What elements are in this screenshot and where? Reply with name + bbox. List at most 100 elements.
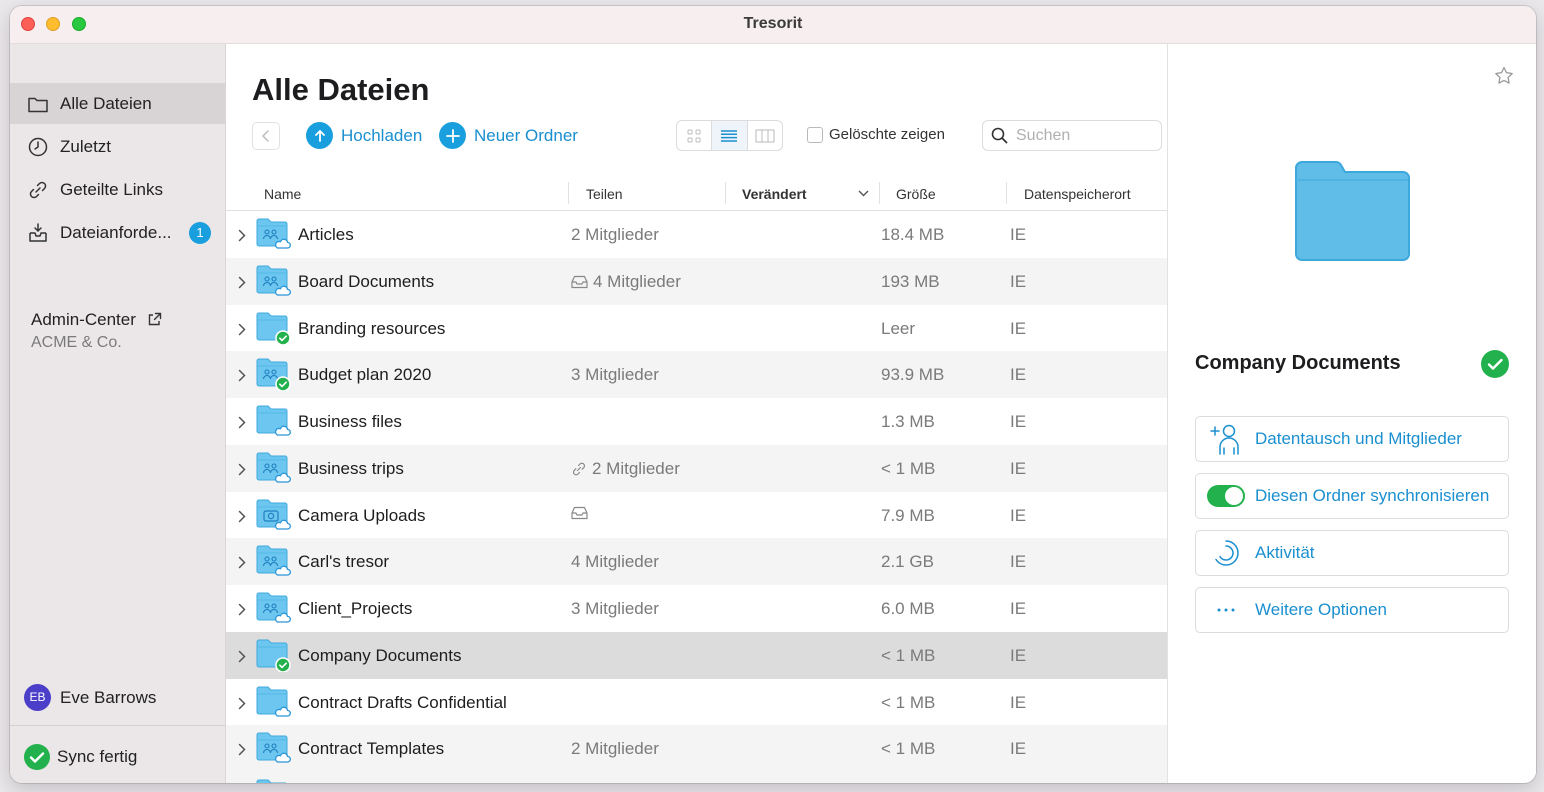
chevron-right-icon[interactable] (238, 508, 246, 528)
selected-item-title: Company Documents (1195, 352, 1401, 374)
file-name: Company Documents (298, 645, 462, 665)
sidebar-item-all-files[interactable]: Alle Dateien (10, 83, 225, 124)
table-row[interactable]: Board Documents 4 Mitglieder 193 MB IE (226, 257, 1167, 305)
chevron-right-icon[interactable] (238, 461, 246, 481)
chevron-right-icon[interactable] (238, 695, 246, 715)
upload-button[interactable]: Hochladen (306, 122, 422, 149)
column-header-modified[interactable]: Verändert (742, 186, 807, 202)
search-input[interactable] (1016, 126, 1156, 145)
table-row[interactable]: Company Documents < 1 MB IE (226, 631, 1167, 679)
column-header-size[interactable]: Größe (896, 186, 936, 202)
share-members-count: 3 Mitglieder (571, 365, 659, 385)
column-view-button[interactable] (748, 121, 782, 150)
file-list: Articles 2 Mitglieder 18.4 MB IE Board Docum… (226, 211, 1167, 783)
sync-status: Sync fertig (24, 744, 137, 770)
table-row[interactable]: Camera Uploads 7.9 MB IE (226, 492, 1167, 539)
columns-icon (755, 129, 775, 142)
sidebar-item-file-requests[interactable]: Dateianforde... 1 (10, 212, 225, 253)
share-members-count: 4 Mitglieder (593, 271, 681, 291)
grid-view-button[interactable] (677, 121, 713, 150)
file-size: 193 MB (881, 271, 940, 291)
activity-button[interactable]: Aktivität (1195, 530, 1509, 576)
storage-location: IE (1010, 739, 1027, 759)
chevron-right-icon[interactable] (238, 554, 246, 574)
sidebar-item-shared-links[interactable]: Geteilte Links (10, 169, 225, 210)
table-row[interactable]: Client_Projects 3 Mitglieder 6.0 MB IE (226, 585, 1167, 632)
file-name: Client_Projects (298, 599, 413, 618)
chevron-right-icon[interactable] (238, 601, 246, 621)
storage-location: IE (1010, 318, 1027, 338)
storage-location: IE (1010, 645, 1027, 665)
folder-icon (256, 404, 292, 443)
close-window-button[interactable] (21, 17, 35, 31)
admin-center-link[interactable]: Admin-Center (31, 310, 162, 330)
table-row[interactable]: Budget plan 2020 3 Mitglieder 93.9 MB IE (226, 351, 1167, 399)
column-header-location[interactable]: Datenspeicherort (1024, 186, 1131, 202)
storage-location: IE (1010, 225, 1027, 244)
table-row[interactable] (226, 772, 1167, 783)
back-button[interactable] (252, 122, 280, 150)
shared-folder-icon (256, 357, 292, 396)
grid-icon (687, 129, 701, 142)
sort-chevron-down-icon[interactable] (858, 190, 869, 197)
user-account[interactable]: EB Eve Barrows (24, 684, 156, 711)
chevron-right-icon[interactable] (238, 321, 246, 341)
new-folder-button[interactable]: Neuer Ordner (439, 122, 578, 149)
organization-name: ACME & Co. (31, 334, 122, 351)
search-icon (991, 127, 1008, 144)
sync-folder-toggle[interactable]: Diesen Ordner synchronisieren (1195, 473, 1509, 519)
file-size: < 1 MB (881, 645, 936, 665)
chevron-right-icon[interactable] (238, 741, 246, 761)
inbox-icon (29, 222, 47, 242)
chevron-right-icon[interactable] (238, 648, 246, 668)
link-icon (572, 462, 586, 476)
shared-folder-icon (256, 544, 292, 583)
folder-icon (28, 97, 48, 112)
chevron-left-icon (261, 130, 269, 142)
share-info: 4 Mitglieder (571, 272, 681, 292)
inbox-icon (571, 275, 588, 288)
sync-toggle-switch[interactable] (1206, 485, 1245, 507)
table-row[interactable]: Contract Drafts Confidential < 1 MB IE (226, 679, 1167, 726)
minimize-window-button[interactable] (46, 17, 60, 31)
table-row[interactable]: Business files 1.3 MB IE (226, 398, 1167, 445)
star-icon[interactable] (1494, 66, 1514, 85)
maximize-window-button[interactable] (72, 17, 86, 31)
column-header-share[interactable]: Teilen (586, 186, 623, 202)
table-row[interactable]: Branding resources Leer IE (226, 305, 1167, 352)
chevron-right-icon[interactable] (238, 274, 246, 294)
inbox-icon (571, 506, 588, 519)
chevron-right-icon[interactable] (238, 227, 246, 247)
link-icon (29, 181, 47, 198)
sidebar-item-recent[interactable]: Zuletzt (10, 126, 225, 167)
table-row[interactable]: Carl's tresor 4 Mitglieder 2.1 GB IE (226, 538, 1167, 586)
shared-folder-icon (256, 591, 292, 630)
file-size: 2.1 GB (881, 552, 934, 572)
list-view-button[interactable] (712, 121, 748, 150)
show-deleted-label: Gelöschte zeigen (829, 126, 945, 143)
folder-icon (256, 778, 292, 783)
table-row[interactable]: Articles 2 Mitglieder 18.4 MB IE (226, 211, 1167, 258)
share-info: 4 Mitglieder (571, 552, 659, 572)
file-size: < 1 MB (881, 739, 936, 759)
checkbox[interactable] (807, 126, 823, 143)
table-row[interactable]: Business trips 2 Mitglieder < 1 MB IE (226, 444, 1167, 492)
share-info: 2 Mitglieder (571, 459, 680, 479)
chevron-right-icon[interactable] (238, 414, 246, 434)
chevron-right-icon[interactable] (238, 367, 246, 387)
show-deleted-checkbox[interactable]: Gelöschte zeigen (807, 126, 945, 143)
file-size: < 1 MB (881, 692, 936, 712)
share-members-count: 4 Mitglieder (571, 552, 659, 572)
more-options-button[interactable]: Weitere Optionen (1195, 587, 1509, 633)
sharing-members-button[interactable]: Datentausch und Mitglieder (1195, 416, 1509, 462)
external-link-icon (148, 312, 161, 326)
window-title: Tresorit (743, 15, 803, 32)
file-name: Contract Drafts Confidential (298, 692, 507, 712)
file-name: Business files (298, 412, 402, 431)
add-member-icon (1209, 424, 1239, 455)
table-row[interactable]: Contract Templates 2 Mitglieder < 1 MB IE (226, 725, 1167, 773)
column-header-name[interactable]: Name (264, 186, 302, 202)
check-circle-icon (24, 744, 50, 770)
file-name: Board Documents (298, 271, 435, 291)
share-members-count: 3 Mitglieder (571, 599, 659, 618)
